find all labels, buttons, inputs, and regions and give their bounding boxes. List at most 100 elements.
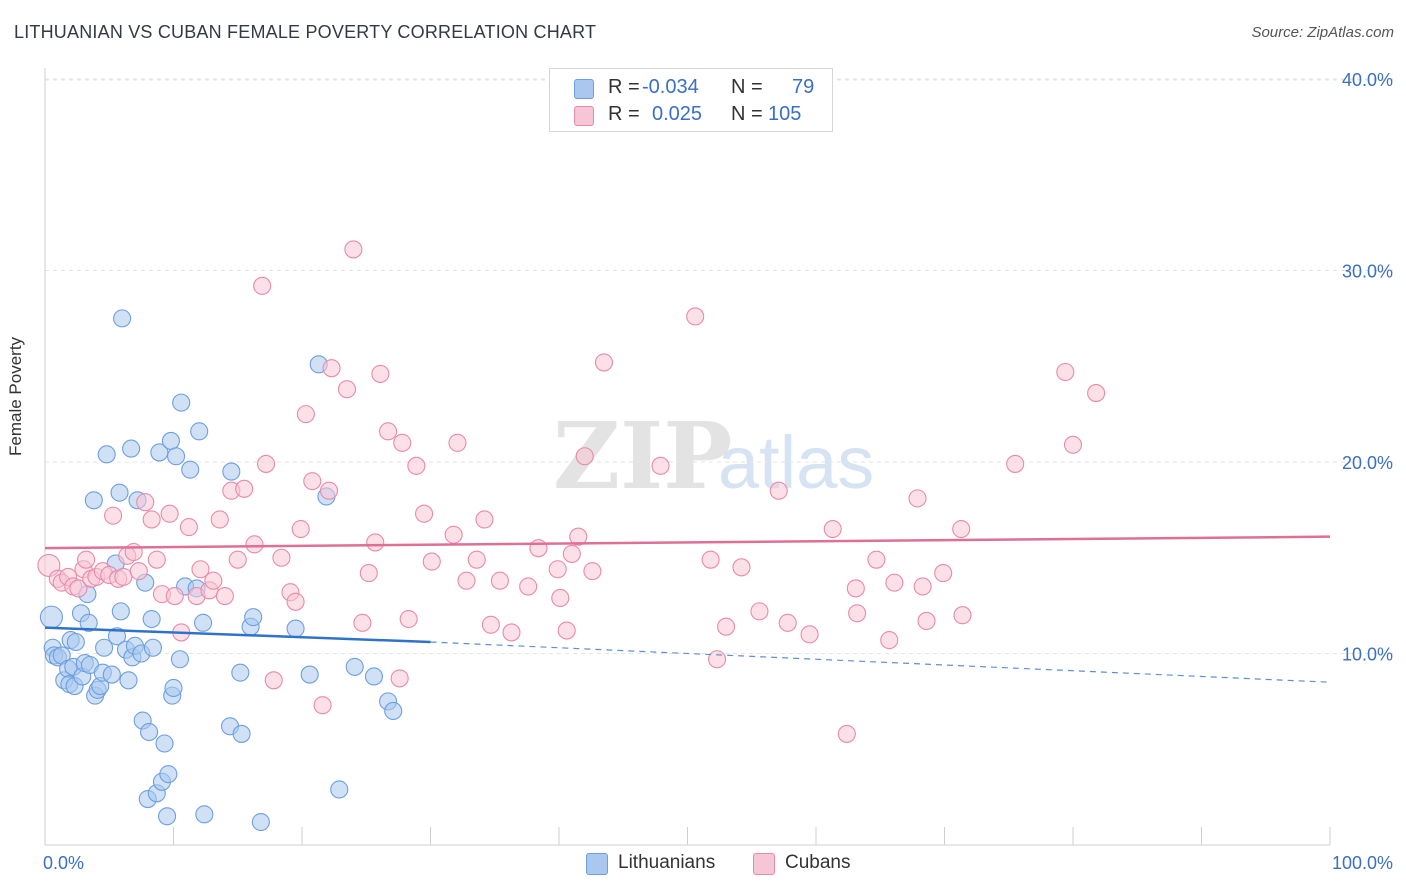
data-point <box>256 454 276 473</box>
data-point <box>823 519 842 539</box>
data-point <box>313 696 332 715</box>
bottom-legend-label: Cubans <box>785 852 851 873</box>
data-point <box>364 667 384 686</box>
legend-n-label: N = <box>731 103 763 125</box>
data-point <box>122 439 141 458</box>
data-point <box>750 602 769 621</box>
data-point <box>161 431 180 450</box>
data-point <box>569 527 588 546</box>
data-point <box>1087 384 1106 403</box>
data-point <box>191 560 210 579</box>
data-point <box>79 613 98 632</box>
data-point <box>119 671 138 690</box>
data-point <box>529 539 548 558</box>
legend-r-value: 0.025 <box>652 103 703 125</box>
data-point <box>95 638 114 657</box>
data-point <box>303 472 322 491</box>
data-point <box>286 592 305 611</box>
data-point <box>296 405 315 424</box>
data-point <box>867 550 886 569</box>
legend-r-label: R = <box>608 103 640 125</box>
data-point <box>165 586 184 606</box>
data-point <box>800 625 819 644</box>
data-point <box>448 433 467 452</box>
data-point <box>769 481 788 500</box>
data-point <box>204 571 223 590</box>
data-point <box>110 483 129 502</box>
trend-line-lithuanians <box>44 626 431 644</box>
data-point <box>291 519 310 539</box>
data-point <box>136 493 155 512</box>
data-point <box>179 518 198 537</box>
data-point <box>150 443 169 462</box>
data-point <box>210 510 229 529</box>
data-point <box>114 567 133 586</box>
data-point <box>160 504 179 523</box>
data-point <box>467 550 486 569</box>
legend-n-label: N = <box>731 76 763 98</box>
data-point <box>84 491 103 510</box>
data-point <box>159 765 178 784</box>
data-point <box>155 734 174 753</box>
correlation-legend: R = -0.034 N = 79 R = 0.025 N = 105 <box>549 68 833 132</box>
data-point <box>778 613 797 632</box>
data-point <box>1056 362 1075 382</box>
trend-line-cubans <box>44 535 1331 550</box>
data-point <box>142 609 161 629</box>
data-point <box>952 519 971 539</box>
data-point <box>379 422 398 441</box>
bottom-legend-label: Lithuanians <box>618 852 716 873</box>
data-point <box>475 510 494 529</box>
data-point <box>708 650 727 669</box>
data-point <box>228 550 247 569</box>
data-point <box>140 722 159 742</box>
legend-r-value: -0.034 <box>642 76 699 98</box>
data-point <box>97 445 116 464</box>
data-point <box>345 657 364 676</box>
data-point <box>359 564 378 583</box>
source-credit: Source: ZipAtlas.com <box>1251 24 1394 41</box>
legend-swatch-lithuanians <box>574 79 594 99</box>
data-point <box>732 558 751 577</box>
y-tick-label: 20.0% <box>1342 453 1393 473</box>
legend-n-value: 105 <box>768 103 802 125</box>
data-point <box>583 562 602 581</box>
data-point <box>934 564 953 583</box>
data-point <box>66 632 85 652</box>
data-point <box>164 678 183 698</box>
data-point <box>344 240 363 259</box>
data-point <box>300 665 319 684</box>
data-point <box>594 353 614 372</box>
data-point <box>953 606 972 625</box>
grid-lines <box>45 78 1394 654</box>
trend-line-lithuanians-extension <box>430 641 1331 683</box>
data-point <box>102 665 121 684</box>
data-point <box>147 550 166 569</box>
x-tick-label: 0.0% <box>43 853 84 873</box>
data-point <box>407 456 426 475</box>
data-point <box>551 588 570 608</box>
data-point <box>113 309 132 328</box>
data-point <box>481 615 500 634</box>
data-point <box>399 609 418 629</box>
bottom-legend-swatch <box>753 853 775 875</box>
data-point <box>880 631 899 650</box>
legend-n-value: 79 <box>792 76 815 98</box>
series-lithuanians <box>39 309 403 832</box>
data-point <box>562 544 581 563</box>
data-point <box>190 422 209 441</box>
trend-lines <box>44 535 1331 683</box>
data-point <box>444 525 463 544</box>
data-point <box>1063 435 1083 454</box>
data-point <box>39 605 63 629</box>
data-point <box>107 627 127 646</box>
data-point <box>195 805 214 824</box>
data-point <box>181 460 200 479</box>
data-point <box>502 623 521 642</box>
data-point <box>129 562 148 581</box>
chart-title: LITHUANIAN VS CUBAN FEMALE POVERTY CORRE… <box>14 22 597 42</box>
data-point <box>337 380 357 399</box>
axes <box>44 68 1331 846</box>
data-point <box>251 812 270 832</box>
